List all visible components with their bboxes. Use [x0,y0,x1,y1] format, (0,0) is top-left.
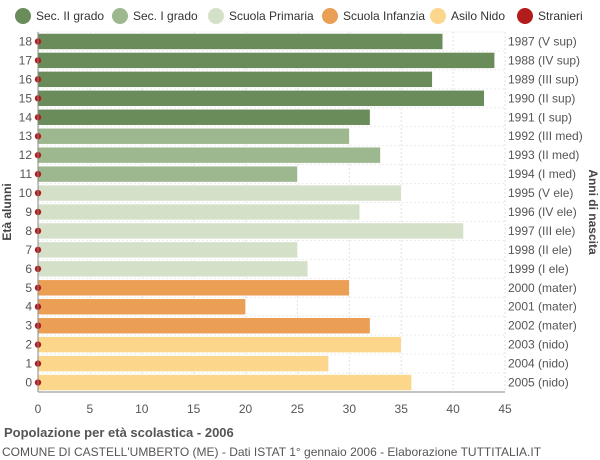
legend-item: Asilo Nido [430,6,505,26]
y-tick-label-age: 10 [19,186,33,200]
legend-swatch [112,8,128,24]
y-tick-label-birth-year: 2001 (mater) [508,300,577,314]
chart-legend: Sec. II grado Sec. I grado Scuola Primaria… [0,6,600,26]
bar [37,374,412,391]
bar [37,203,360,221]
chart-source: COMUNE DI CASTELL'UMBERTO (ME) - Dati IS… [2,445,542,459]
y-tick-label-birth-year: 1994 (I med) [508,167,576,181]
x-tick-label: 30 [343,402,357,416]
y-tick-label-age: 11 [20,167,33,181]
bar [37,184,402,202]
y-tick-label-birth-year: 1989 (III sup) [508,72,579,86]
bar [37,109,371,126]
legend-item: Sec. I grado [112,6,198,26]
y-tick-label-birth-year: 1995 (V ele) [508,186,573,200]
y-tick-label-birth-year: 2002 (mater) [508,319,577,333]
y-tick-label-birth-year: 2003 (nido) [508,338,569,352]
legend-item: Stranieri [517,6,583,26]
y-tick-label-birth-year: 1998 (II ele) [508,243,572,257]
x-tick-label: 20 [239,402,253,416]
bar [37,222,464,240]
y-axis-title-right: Anni di nascita [586,169,600,255]
y-tick-label-age: 9 [25,205,32,219]
y-tick-label-age: 3 [25,319,32,333]
y-tick-label-birth-year: 2005 (nido) [508,376,569,390]
y-tick-label-age: 0 [25,376,32,390]
y-tick-label-age: 6 [25,262,32,276]
chart-title: Popolazione per età scolastica - 2006 [4,425,234,440]
y-tick-label-age: 14 [19,110,33,124]
y-tick-label-birth-year: 1987 (V sup) [508,34,577,48]
bar [37,165,298,183]
y-tick-label-birth-year: 2000 (mater) [508,281,577,295]
x-tick-label: 25 [291,402,305,416]
legend-item: Sec. II grado [15,6,104,26]
bar [37,355,329,372]
y-tick-label-age: 4 [25,300,32,314]
bar [37,336,402,353]
x-tick-label: 5 [87,402,94,416]
y-tick-label-age: 7 [25,243,32,257]
legend-label: Sec. II grado [36,9,105,23]
y-tick-label-birth-year: 1997 (III ele) [508,224,575,238]
y-tick-label-birth-year: 2004 (nido) [508,357,569,371]
legend-swatch [322,8,338,24]
x-tick-label: 15 [187,402,201,416]
x-tick-label: 10 [135,402,149,416]
legend-label: Sec. I grado [133,9,198,23]
bar [37,298,246,315]
y-axis-title-left: Età alunni [0,183,14,240]
y-tick-label-age: 1 [25,357,32,371]
legend-label: Scuola Primaria [229,9,314,23]
y-tick-label-age: 15 [19,91,33,105]
y-tick-label-birth-year: 1990 (II sup) [508,91,575,105]
y-tick-label-age: 5 [25,281,32,295]
bar [37,33,443,50]
y-tick-label-age: 13 [19,129,33,143]
bar [37,260,309,278]
legend-label: Scuola Infanzia [343,9,426,23]
bar [37,90,485,107]
legend-item: Scuola Infanzia [322,6,425,26]
y-tick-label-age: 18 [19,34,33,48]
legend-label: Stranieri [538,9,583,23]
legend-swatch [15,8,31,24]
y-tick-label-birth-year: 1991 (I sup) [508,110,572,124]
bar [37,241,298,259]
x-tick-label: 0 [35,402,42,416]
x-tick-label: 40 [446,402,460,416]
x-tick-label: 45 [498,402,512,416]
bar [37,71,433,88]
y-tick-label-birth-year: 1988 (IV sup) [508,53,580,67]
y-tick-label-age: 12 [19,148,33,162]
bar [37,52,495,69]
y-tick-label-birth-year: 1996 (IV ele) [508,205,577,219]
legend-item: Scuola Primaria [208,6,314,26]
x-tick-label: 35 [395,402,409,416]
y-tick-label-age: 2 [25,338,32,352]
bar [37,279,350,297]
y-tick-label-age: 17 [19,53,33,67]
legend-swatch [208,8,224,24]
y-tick-label-birth-year: 1993 (II med) [508,148,579,162]
bar [37,317,371,334]
legend-swatch [430,8,446,24]
bar [37,146,381,164]
y-tick-label-age: 8 [25,224,32,238]
y-tick-label-birth-year: 1992 (III med) [508,129,583,143]
y-tick-label-birth-year: 1999 (I ele) [508,262,569,276]
y-tick-label-age: 16 [19,72,33,86]
legend-swatch [517,8,533,24]
bar [37,127,350,145]
legend-label: Asilo Nido [451,9,506,23]
